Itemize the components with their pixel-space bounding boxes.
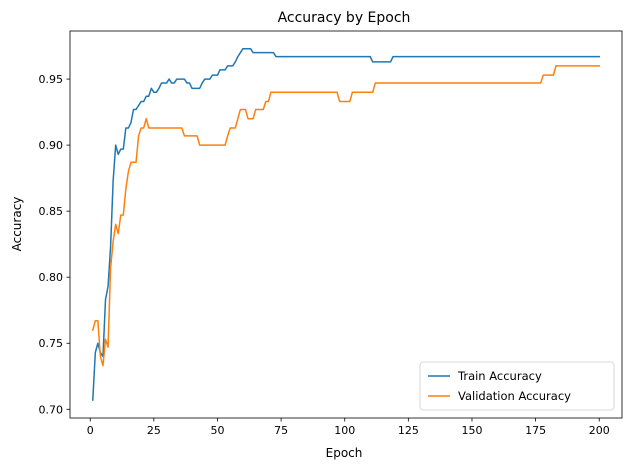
x-tick-label: 75 bbox=[274, 424, 288, 437]
x-tick-label: 125 bbox=[398, 424, 419, 437]
y-tick-label: 0.90 bbox=[39, 139, 64, 152]
x-axis-label: Epoch bbox=[326, 446, 363, 460]
y-tick-label: 0.95 bbox=[39, 73, 64, 86]
legend-label: Train Accuracy bbox=[457, 369, 542, 383]
x-tick-label: 0 bbox=[87, 424, 94, 437]
legend-label: Validation Accuracy bbox=[458, 389, 571, 403]
x-tick-label: 25 bbox=[147, 424, 161, 437]
y-tick-label: 0.85 bbox=[39, 205, 64, 218]
y-tick-label: 0.70 bbox=[39, 403, 64, 416]
x-tick-label: 100 bbox=[334, 424, 355, 437]
y-tick-label: 0.80 bbox=[39, 271, 64, 284]
series-line-validation-accuracy bbox=[91, 65, 600, 367]
series-line-train-accuracy bbox=[91, 47, 600, 401]
x-tick-label: 175 bbox=[525, 424, 546, 437]
x-tick-label: 150 bbox=[461, 424, 482, 437]
x-axis: 0 25 50 75 100 125 150 175 200 bbox=[87, 418, 610, 437]
x-tick-label: 50 bbox=[210, 424, 224, 437]
plot-lines bbox=[91, 47, 600, 401]
y-axis: 0.70 0.75 0.80 0.85 0.90 0.95 bbox=[39, 73, 70, 416]
y-axis-label: Accuracy bbox=[10, 197, 24, 252]
y-tick-label: 0.75 bbox=[39, 337, 64, 350]
legend-box bbox=[419, 361, 615, 411]
chart-title: Accuracy by Epoch bbox=[278, 10, 411, 26]
x-tick-label: 200 bbox=[589, 424, 610, 437]
plot-frame bbox=[69, 30, 623, 419]
legend: Train Accuracy Validation Accuracy bbox=[419, 361, 615, 411]
